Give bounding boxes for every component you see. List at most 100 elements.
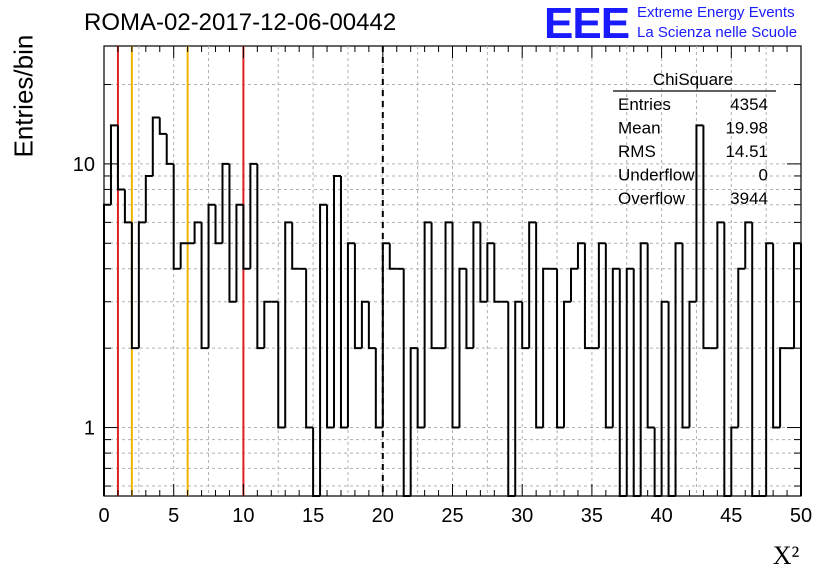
histogram-bin [611,267,620,428]
histogram-bin [228,163,237,303]
histogram-bin [465,268,474,350]
histogram-bin [116,125,125,191]
histogram-bin [486,242,495,302]
stats-label: Mean [618,119,661,138]
histogram-bin [688,300,697,428]
x-tick-label: 15 [302,505,324,527]
histogram-bin [221,162,230,244]
histogram-bin [130,222,139,350]
histogram-bin [751,222,760,497]
chart-title: ROMA-02-2017-12-06-00442 [84,9,397,36]
histogram-bin [346,242,355,428]
stats-title: ChiSquare [653,70,733,89]
histogram-bin [103,203,111,496]
y-tick-label: 10 [73,154,95,176]
histogram-bin [514,300,523,496]
histogram-bin [576,242,585,269]
histogram-bin [744,221,753,269]
histogram-bin [772,243,781,429]
histogram-bin [291,222,300,270]
histogram-bin [242,204,251,270]
histogram-bin [765,242,774,496]
stats-label: Underflow [618,166,695,185]
histogram-bin [660,300,669,496]
histogram-bin [416,348,425,429]
histogram-bin [256,163,265,350]
histogram-bin [423,221,432,428]
histogram-bin [444,221,453,349]
histogram-bin [493,243,502,303]
histogram-bin [632,268,641,497]
histogram-bin [374,348,383,429]
stats-label: Entries [618,95,671,114]
x-tick-label: 20 [372,505,394,527]
histogram-bin [339,175,348,429]
stats-box: ChiSquare Entries 4354 Mean 19.98 RMS 14.51 Un… [613,70,776,208]
x-tick-label: 45 [720,505,742,527]
histogram-bin [779,347,788,428]
stats-value: 14.51 [725,142,768,161]
histogram-bin [249,162,258,269]
x-tick-label: 40 [650,505,672,527]
logo-line-2: La Scienza nelle Scuole [637,24,798,41]
histogram-bin [326,204,335,429]
histogram-bin [667,301,676,497]
histogram-bin [430,222,439,350]
stats-label: RMS [618,142,656,161]
histogram-bin [319,203,328,496]
histogram-bin [479,222,488,303]
x-tick-label: 10 [232,505,254,527]
histogram-bin [402,268,411,497]
histogram-bin [695,124,704,302]
histogram-bin [158,117,167,135]
histogram-bin [207,203,216,349]
histogram-bin [353,243,362,350]
histogram-bin [200,222,209,350]
x-tick-label: 5 [168,505,179,527]
histogram-bin [172,163,181,270]
histogram-bin [730,426,739,496]
histogram-bin [646,243,655,429]
histogram-bin [674,242,683,496]
histogram-bin [451,222,460,429]
histogram-bin [305,268,314,429]
histogram-bin [618,268,627,497]
histogram-bin [360,300,369,349]
histogram-bin [277,301,286,429]
histogram-bin [165,133,174,165]
histogram-bin [521,301,530,350]
histogram-bin [214,204,223,245]
histogram-bin [381,242,390,428]
histogram-bin [263,300,272,349]
histogram-bin [284,221,293,428]
logo-line-1: Extreme Energy Events [637,4,795,21]
histogram-bin [179,242,188,269]
stats-value: 0 [759,166,768,185]
histogram-bin [144,174,153,223]
histogram-bin [583,243,592,350]
histogram-bin [528,221,537,349]
histogram-bin [653,427,662,497]
histogram-bin [109,124,118,205]
histogram-bin [563,300,571,428]
eee-logo: EEE [544,0,630,48]
histogram-bin [569,267,578,302]
stats-label: Overflow [618,189,686,208]
histogram-bin [737,267,746,428]
histogram-bin [137,221,146,349]
x-tick-label: 30 [511,505,533,527]
histogram-bin [702,125,711,350]
x-tick-label: 35 [581,505,603,527]
histogram-bin [409,347,418,496]
histogram-bin [151,116,160,176]
histogram-bin [458,267,467,428]
stats-value: 19.98 [725,119,768,138]
histogram-bin [625,267,634,496]
histogram-bin [235,203,244,302]
histogram-bin [556,268,565,429]
stats-value: 3944 [730,189,768,208]
histogram-bin [542,267,551,428]
histogram-bin [716,221,725,349]
histogram-bin [597,242,606,349]
